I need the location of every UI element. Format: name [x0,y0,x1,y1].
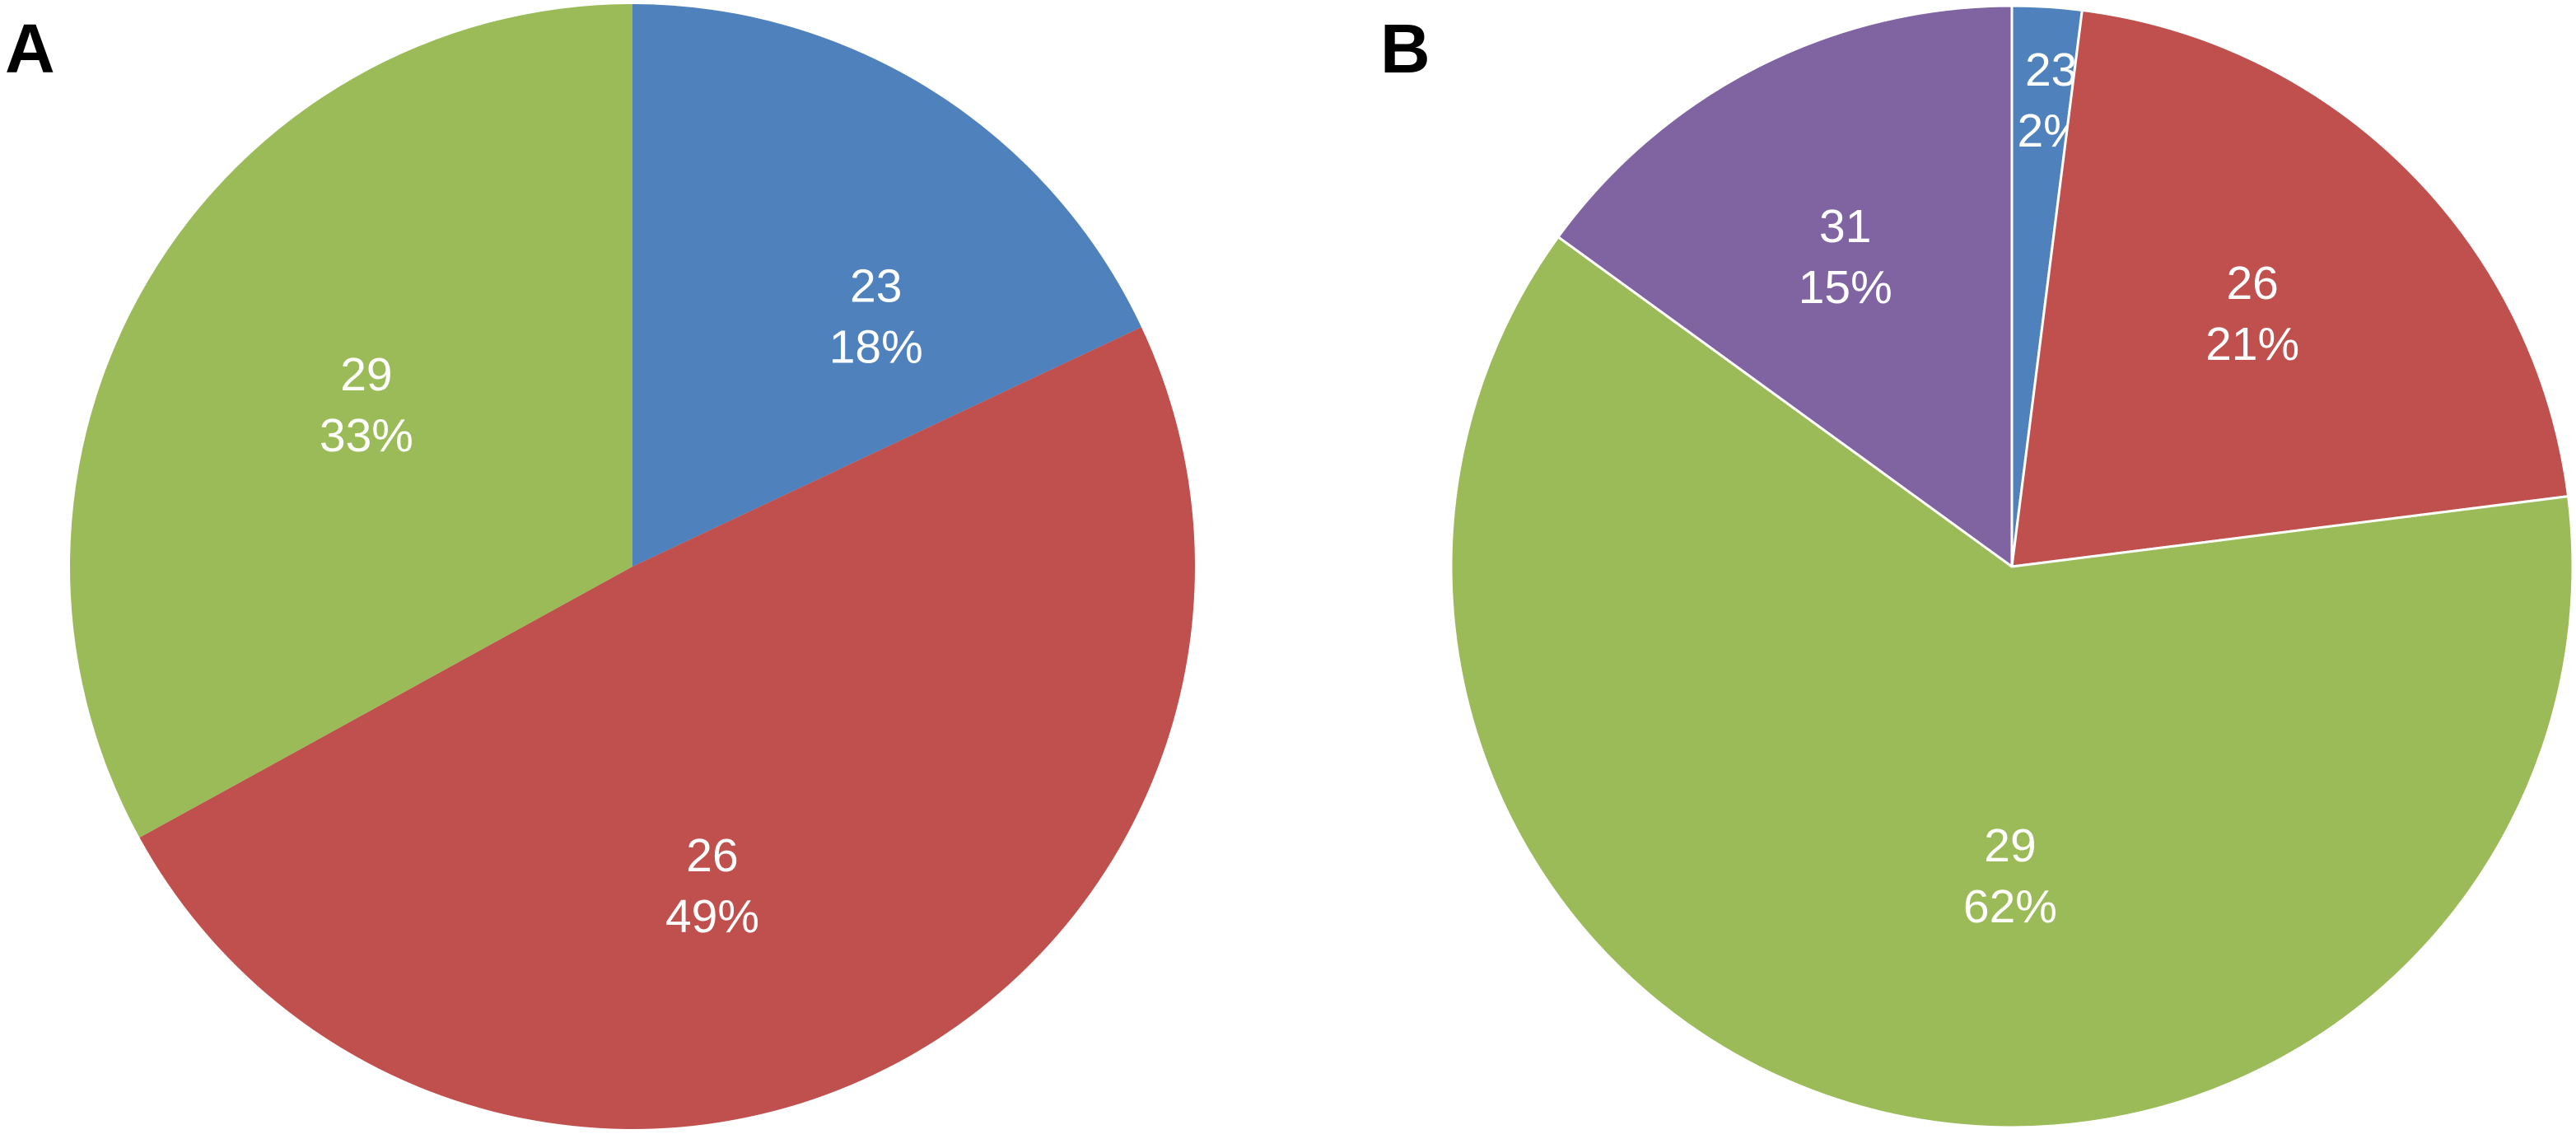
pie-a-slice-23 [632,4,1141,567]
pie-a-slice-29 [70,4,632,838]
pie-chart-a: 23 18% 26 49% 29 33% [70,4,1196,1130]
pie-a-label-23: 23 18% [829,260,923,374]
pie-a-label-29: 29 33% [320,348,413,462]
pie-b-slice-29 [1449,236,2574,1129]
pie-b-label-31: 31 15% [1799,200,1892,314]
pie-a-label-26: 26 49% [665,829,759,943]
panel-label-b: B [1380,10,1430,87]
pie-b-label-26: 26 21% [2205,257,2299,371]
pie-b-slice-31 [1556,4,2014,568]
pie-chart-b: 23 2%26 21%29 62%31 15% [1449,4,2574,1129]
pie-a-slice-26 [139,327,1196,1130]
pie-b-slice-26 [2010,8,2570,568]
panel-label-a: A [5,10,55,87]
pie-b-label-29: 29 62% [1963,819,2057,933]
